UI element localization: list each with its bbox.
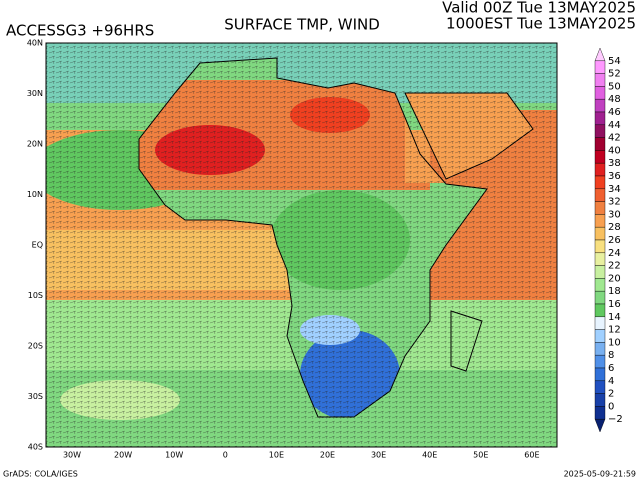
lon-label: 50E <box>473 451 488 460</box>
colorbar-label: 44 <box>608 120 621 131</box>
colorbar-label: 10 <box>608 337 621 348</box>
colorbar-label: 20 <box>608 273 621 284</box>
colorbar-label: 30 <box>608 209 621 220</box>
colorbar-swatch <box>594 111 606 125</box>
colorbar-label: 16 <box>608 299 621 310</box>
colorbar-swatch <box>594 163 606 177</box>
colorbar-swatch <box>594 252 606 266</box>
lon-label: 60E <box>524 451 539 460</box>
colorbar-label: 54 <box>608 56 621 67</box>
colorbar-label: 14 <box>608 312 621 323</box>
valid-time: Valid 00Z Tue 13MAY2025 <box>442 0 636 17</box>
colorbar-label: 8 <box>608 350 614 361</box>
lon-label: 30E <box>371 451 386 460</box>
lon-label: 10E <box>269 451 284 460</box>
colorbar-swatch <box>594 355 606 369</box>
colorbar-label: 40 <box>608 145 621 156</box>
lat-label: 20N <box>27 140 43 149</box>
colorbar-label: 26 <box>608 235 621 246</box>
colorbar-swatch <box>594 342 606 356</box>
colorbar-label: 36 <box>608 171 621 182</box>
colorbar-swatch <box>594 47 606 61</box>
model-label: ACCESSG3 +96HRS <box>6 22 154 40</box>
colorbar-swatch <box>594 291 606 305</box>
colorbar-label: 12 <box>608 325 621 336</box>
colorbar-label: 4 <box>608 376 614 387</box>
colorbar-label: 24 <box>608 248 621 259</box>
title: SURFACE TMP, WIND <box>224 16 380 34</box>
lon-label: 10W <box>165 451 183 460</box>
lon-label: 30W <box>63 451 81 460</box>
lat-label: 30N <box>27 89 43 98</box>
colorbar-label: −2 <box>608 414 623 425</box>
colorbar-swatch <box>594 137 606 151</box>
lat-label: EQ <box>32 241 43 250</box>
colorbar-label: 0 <box>608 401 614 412</box>
colorbar-swatch <box>594 214 606 228</box>
colorbar-swatch <box>594 60 606 74</box>
colorbar-swatch <box>594 316 606 330</box>
map-frame <box>45 42 558 448</box>
colorbar-swatch <box>594 406 606 420</box>
colorbar-label: 46 <box>608 107 621 118</box>
colorbar-label: 42 <box>608 133 621 144</box>
colorbar-swatch <box>594 265 606 279</box>
lat-label: 40N <box>27 39 43 48</box>
footer-right: 2025-05-09-21:59 <box>564 470 636 479</box>
colorbar-swatch <box>594 329 606 343</box>
colorbar-label: 32 <box>608 197 621 208</box>
colorbar-label: 38 <box>608 158 621 169</box>
colorbar-label: 34 <box>608 184 621 195</box>
colorbar-swatch <box>594 188 606 202</box>
lat-label: 10S <box>28 291 43 300</box>
colorbar-swatch <box>594 227 606 241</box>
colorbar-swatch <box>594 73 606 87</box>
colorbar-swatch <box>594 239 606 253</box>
colorbar-label: 48 <box>608 94 621 105</box>
lat-label: 30S <box>28 392 43 401</box>
colorbar-swatch <box>594 124 606 138</box>
colorbar-label: 28 <box>608 222 621 233</box>
colorbar-swatch <box>594 278 606 292</box>
colorbar-swatch <box>594 175 606 189</box>
lon-label: 20W <box>114 451 132 460</box>
footer-left: GrADS: COLA/IGES <box>3 470 78 479</box>
lon-label: 0 <box>223 451 228 460</box>
colorbar-swatch <box>594 86 606 100</box>
colorbar-label: 22 <box>608 261 621 272</box>
local-time: 1000EST Tue 13MAY2025 <box>446 15 636 33</box>
colorbar-label: 50 <box>608 81 621 92</box>
colorbar-swatch <box>594 393 606 407</box>
lon-label: 40E <box>422 451 437 460</box>
colorbar-swatch <box>594 367 606 381</box>
colorbar-swatch <box>594 380 606 394</box>
colorbar-label: 18 <box>608 286 621 297</box>
colorbar-swatch <box>594 419 606 433</box>
colorbar-swatch <box>594 201 606 215</box>
lat-label: 10N <box>27 190 43 199</box>
lat-label: 20S <box>28 342 43 351</box>
colorbar-label: 52 <box>608 69 621 80</box>
lat-label: 40S <box>28 443 43 452</box>
colorbar-label: 2 <box>608 389 614 400</box>
colorbar-swatch <box>594 150 606 164</box>
colorbar-swatch <box>594 303 606 317</box>
colorbar-label: 6 <box>608 363 614 374</box>
colorbar-swatch <box>594 99 606 113</box>
map <box>46 43 557 447</box>
lon-label: 20E <box>320 451 335 460</box>
